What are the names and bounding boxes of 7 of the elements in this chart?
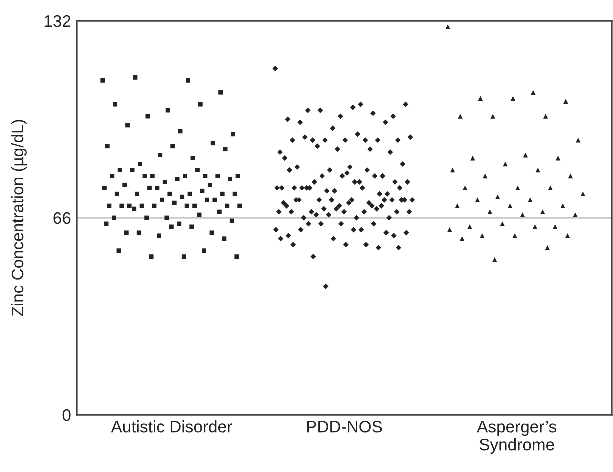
x-tick-label: Asperger’s Syndrome xyxy=(477,421,556,454)
y-tick-label: 66 xyxy=(54,212,71,224)
x-tick-label: PDD-NOS xyxy=(307,420,382,433)
y-tick-label: 132 xyxy=(44,15,71,28)
y-tick-label: 0 xyxy=(62,409,71,422)
y-axis-title: Zinc Concentration (µg/dL) xyxy=(11,120,27,316)
x-tick-label: Autistic Disorder xyxy=(111,420,232,433)
